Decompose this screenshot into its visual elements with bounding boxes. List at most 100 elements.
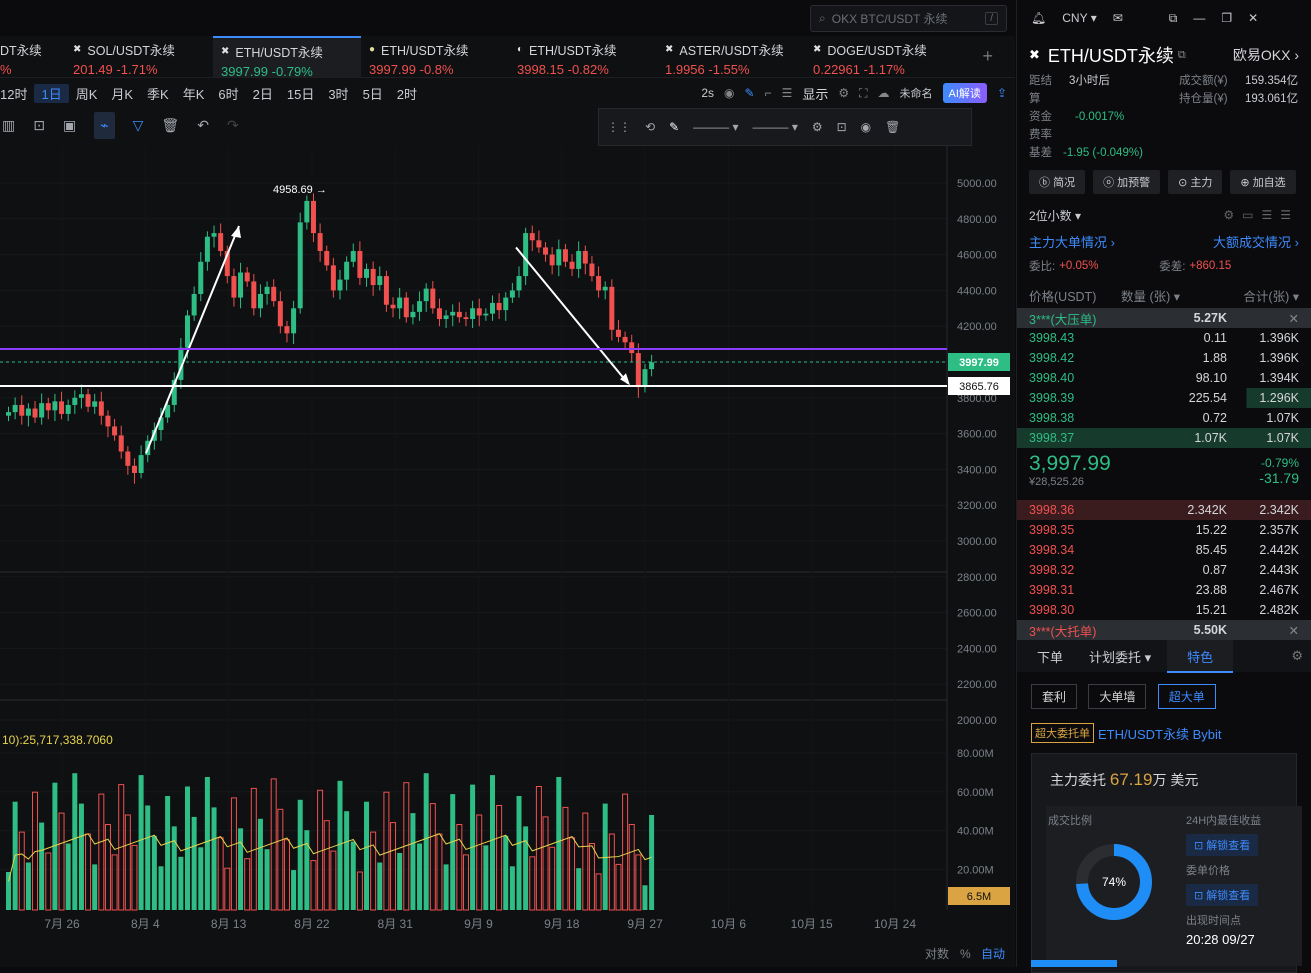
tf-week[interactable]: 周K (75, 86, 98, 102)
clone-icon[interactable]: ⟲ (645, 120, 656, 134)
search-input[interactable]: ⌕ OKX BTC/USDT 永续 / (810, 5, 1007, 32)
feature-super-order[interactable]: 超大单 (1157, 684, 1216, 709)
line-style-select[interactable]: ——— ▾ (752, 120, 798, 134)
col-qty[interactable]: 数量 (张) ▾ (1121, 289, 1181, 304)
tab-symbol-3[interactable]: ● ETH/USDT永续 3997.99 -0.8% (361, 36, 509, 77)
tab-symbol-1[interactable]: ✖ SOL/USDT永续 201.49 -1.71% (65, 36, 213, 77)
trash-icon[interactable]: 🗑 (161, 116, 180, 133)
restore-icon[interactable]: ❐ (1221, 11, 1233, 25)
fullscreen-icon[interactable]: ⛶ (859, 85, 868, 100)
bid-row[interactable]: 3998.35 15.22 2.357K (1017, 520, 1311, 540)
layout-name[interactable]: 未命名 (899, 88, 933, 100)
drag-handle-icon[interactable]: ⋮⋮ (607, 120, 631, 134)
tf-15d[interactable]: 15日 (286, 86, 315, 102)
feature-arbitrage[interactable]: 套利 (1031, 684, 1078, 709)
bid-row[interactable]: 3998.30 15.21 2.482K (1017, 600, 1311, 620)
add-watchlist-button[interactable]: ⊕ 加自选 (1230, 170, 1296, 194)
bid-row[interactable]: 3998.36 2.342K 2.342K (1017, 500, 1311, 520)
close-icon[interactable]: ✕ (1288, 623, 1299, 638)
lock-icon[interactable]: ⊡ (33, 116, 45, 133)
tf-1d[interactable]: 1日 (34, 83, 69, 103)
big-trades-link[interactable]: 大额成交情况 › (1213, 234, 1299, 250)
lock-icon[interactable]: ⊡ (836, 120, 847, 134)
tab-features[interactable]: 特色 (1167, 639, 1234, 673)
tab-symbol-6[interactable]: ✖ DOGE/USDT永续 0.22961 -1.17% (805, 36, 953, 77)
bar-icon[interactable]: ▥ (2, 116, 16, 133)
chart-type-icon[interactable]: ⌐ (764, 86, 772, 100)
ai-button[interactable]: AI解读 (942, 83, 987, 103)
exchange-select[interactable]: 欧易OKX › (1232, 47, 1299, 63)
close-icon[interactable]: ✕ (1288, 311, 1299, 326)
camera-icon[interactable]: ◉ (724, 86, 735, 100)
copy-icon[interactable]: ⧉ (1177, 48, 1186, 61)
big-bid-row[interactable]: 3***(大托单) 5.50K ✕ (1017, 620, 1311, 640)
display-button[interactable]: 显示 (802, 86, 829, 102)
layout-icon[interactable]: ⧉ (1168, 10, 1178, 25)
minimize-icon[interactable]: — (1193, 11, 1206, 25)
settings-icon[interactable]: ⚙ (811, 120, 823, 134)
unlock-button[interactable]: ⊡ 解锁查看 (1186, 834, 1259, 856)
magnet-icon[interactable]: ⌁ (94, 111, 115, 139)
tab-symbol-5[interactable]: ✖ ASTER/USDT永续 1.9956 -1.55% (657, 36, 805, 77)
ask-row[interactable]: 3998.38 0.72 1.07K (1017, 408, 1311, 428)
tf-month[interactable]: 月K (111, 86, 134, 102)
ask-row[interactable]: 3998.42 1.88 1.396K (1017, 348, 1311, 368)
display-icon[interactable]: ☰ (781, 86, 793, 100)
unlock-button[interactable]: ⊡ 解锁查看 (1186, 884, 1259, 906)
stroke-color-icon[interactable]: ✎ (669, 120, 680, 134)
tf-6h[interactable]: 6时 (218, 86, 239, 102)
decimals-select[interactable]: 2位小数 ▾ (1029, 208, 1082, 223)
bid-row[interactable]: 3998.32 0.87 2.443K (1017, 560, 1311, 580)
cloud-icon[interactable]: ☁ (877, 86, 890, 100)
auto-scale-toggle[interactable]: 自动 (981, 947, 1005, 961)
ask-row[interactable]: 3998.37 1.07K 1.07K (1017, 428, 1311, 448)
tf-2h[interactable]: 2时 (396, 86, 418, 102)
log-scale-toggle[interactable]: 对数 (925, 946, 949, 961)
ask-row[interactable]: 3998.43 0.11 1.396K (1017, 328, 1311, 348)
tab-symbol-0[interactable]: DT永续 % (0, 36, 65, 77)
overview-button[interactable]: ⓑ 简况 (1029, 170, 1086, 194)
filter-icon[interactable]: ▽ (132, 116, 144, 133)
tab-plan-order[interactable]: 计划委托 ▾ (1089, 649, 1152, 665)
tf-year[interactable]: 年K (182, 86, 205, 102)
big-ask-row[interactable]: 3***(大压单) 5.27K ✕ (1017, 308, 1311, 328)
add-tab-icon[interactable]: + (982, 46, 993, 66)
chart-area[interactable]: ⌕ OKX BTC/USDT 永续 / DT永续 % ✖ SOL/USDT永续 2… (0, 0, 1015, 967)
bottom-action-button[interactable] (1031, 960, 1117, 967)
ask-row[interactable]: 3998.40 98.10 1.394K (1017, 368, 1311, 388)
bid-row[interactable]: 3998.31 23.88 2.467K (1017, 580, 1311, 600)
tf-2d[interactable]: 2日 (252, 86, 273, 102)
interval-label[interactable]: 2s (701, 86, 715, 100)
settings-icon[interactable]: ⚙ (1291, 648, 1303, 663)
alert-button[interactable]: ⓞ 加预警 (1093, 170, 1161, 194)
main-force-button[interactable]: ⊙ 主力 (1168, 170, 1223, 194)
tab-symbol-2[interactable]: ✖ ETH/USDT永续 3997.99 -0.79% (213, 36, 361, 79)
tf-quarter[interactable]: 季K (147, 86, 169, 102)
percent-scale-toggle[interactable]: % (960, 947, 971, 961)
eye-icon[interactable]: ◉ (860, 120, 872, 134)
col-sum[interactable]: 合计(张) ▾ (1243, 289, 1299, 304)
tf-3h[interactable]: 3时 (328, 86, 349, 102)
undo-icon[interactable]: ↶ (197, 116, 209, 133)
price-chart[interactable]: 5000.004800.004600.004400.004200.004000.… (0, 146, 1015, 967)
template-icon[interactable]: ▣ (62, 116, 77, 133)
bell-icon[interactable]: 🔔︎ (1031, 11, 1047, 25)
super-order-title[interactable]: ETH/USDT永续 Bybit (1098, 726, 1222, 742)
line-width-select[interactable]: ——— ▾ (693, 120, 739, 134)
bid-row[interactable]: 3998.34 85.45 2.442K (1017, 540, 1311, 560)
tab-symbol-4[interactable]: ◐ ETH/USDT永续 3998.15 -0.82% (509, 36, 657, 77)
big-orders-link[interactable]: 主力大单情况 › (1029, 234, 1115, 250)
settings-icon[interactable]: ⚙ (838, 86, 850, 100)
close-icon[interactable]: ✕ (1248, 11, 1259, 25)
chart-canvas[interactable]: 5000.004800.004600.004400.004200.004000.… (0, 146, 1015, 967)
mail-icon[interactable]: ✉︎ (1112, 11, 1123, 25)
redo-icon[interactable]: ↷ (226, 116, 239, 133)
trash-icon[interactable]: 🗑 (885, 120, 901, 134)
currency-select[interactable]: CNY ▾ (1062, 11, 1097, 25)
pen-icon[interactable]: ✎ (744, 86, 755, 100)
tab-place-order[interactable]: 下单 (1037, 649, 1064, 665)
ask-row[interactable]: 3998.39 225.54 1.296K (1017, 388, 1311, 408)
book-view-icons[interactable]: ⚙▭☰☰ (1223, 208, 1299, 222)
tf-12h[interactable]: 12时 (0, 86, 28, 102)
tf-5d[interactable]: 5日 (362, 86, 383, 102)
